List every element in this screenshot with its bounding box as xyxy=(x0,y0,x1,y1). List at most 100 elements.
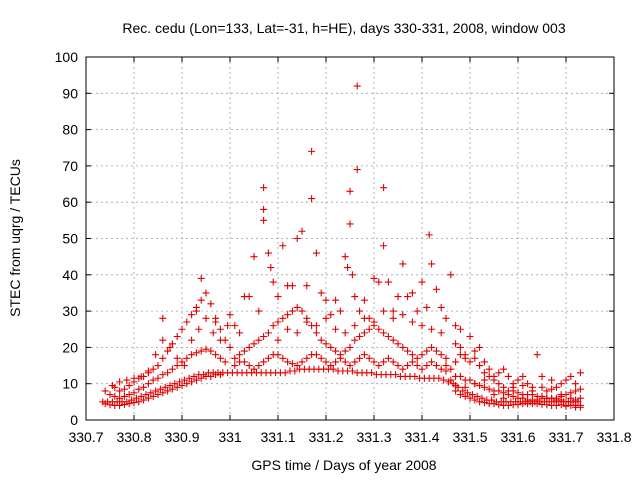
y-tick-label: 50 xyxy=(62,231,78,247)
data-point xyxy=(327,311,335,319)
data-point xyxy=(408,318,416,326)
data-point xyxy=(341,329,349,337)
data-point xyxy=(375,278,383,286)
data-point xyxy=(240,347,248,355)
data-point xyxy=(490,372,498,380)
data-point xyxy=(195,325,203,333)
data-point xyxy=(380,307,388,315)
data-point xyxy=(519,372,527,380)
data-point xyxy=(173,383,181,391)
data-point xyxy=(442,362,450,370)
y-tick-label: 60 xyxy=(62,194,78,210)
data-point xyxy=(425,231,433,239)
data-point xyxy=(356,333,364,341)
data-points xyxy=(99,82,584,411)
data-point xyxy=(418,278,426,286)
data-point xyxy=(538,372,546,380)
data-point xyxy=(380,358,388,366)
data-point xyxy=(226,343,234,351)
data-point xyxy=(312,329,320,337)
data-point xyxy=(456,325,464,333)
data-point xyxy=(284,358,292,366)
data-point xyxy=(346,362,354,370)
data-point xyxy=(341,347,349,355)
data-point xyxy=(291,367,299,375)
data-point xyxy=(389,307,397,315)
x-tick-label: 331.5 xyxy=(452,429,487,445)
data-point xyxy=(116,394,124,402)
data-point xyxy=(490,391,498,399)
data-point xyxy=(106,391,114,399)
data-point xyxy=(156,385,164,393)
data-point xyxy=(504,401,512,409)
data-point xyxy=(192,376,200,384)
data-point xyxy=(408,351,416,359)
data-point xyxy=(322,314,330,322)
data-point xyxy=(140,396,148,404)
data-point xyxy=(149,376,157,384)
data-point xyxy=(504,391,512,399)
data-point xyxy=(461,383,469,391)
data-point xyxy=(327,343,335,351)
data-point xyxy=(399,311,407,319)
data-point xyxy=(130,389,138,397)
data-point xyxy=(476,343,484,351)
data-point xyxy=(303,282,311,290)
data-point xyxy=(332,296,340,304)
data-point xyxy=(144,367,152,375)
data-point xyxy=(452,322,460,330)
data-point xyxy=(353,166,361,174)
data-point xyxy=(111,392,119,400)
data-point xyxy=(468,391,476,399)
data-point xyxy=(557,380,565,388)
data-point xyxy=(346,220,354,228)
data-point xyxy=(428,260,436,268)
data-point xyxy=(260,216,268,224)
data-point xyxy=(116,378,124,386)
y-tick-label: 90 xyxy=(62,85,78,101)
data-point xyxy=(267,264,275,272)
data-point xyxy=(188,311,196,319)
data-point xyxy=(514,376,522,384)
data-point xyxy=(154,391,162,399)
data-point xyxy=(132,394,140,402)
data-point xyxy=(147,389,155,397)
data-point xyxy=(188,351,196,359)
data-point xyxy=(202,289,210,297)
data-point xyxy=(380,184,388,192)
y-tick-label: 100 xyxy=(55,49,79,65)
data-point xyxy=(274,336,282,344)
data-point xyxy=(176,378,184,386)
data-point xyxy=(413,354,421,362)
data-point xyxy=(543,387,551,395)
x-tick-label: 330.8 xyxy=(116,429,151,445)
data-point xyxy=(576,369,584,377)
data-point xyxy=(135,398,143,406)
x-tick-label: 331.7 xyxy=(548,429,583,445)
data-point xyxy=(341,358,349,366)
data-point xyxy=(432,347,440,355)
data-point xyxy=(447,271,455,279)
y-tick-label: 40 xyxy=(62,267,78,283)
data-point xyxy=(312,351,320,359)
data-point xyxy=(452,340,460,348)
data-point xyxy=(509,383,517,391)
data-point xyxy=(216,354,224,362)
data-point xyxy=(476,398,484,406)
data-point xyxy=(284,325,292,333)
data-point xyxy=(312,249,320,257)
data-point xyxy=(344,264,352,272)
data-point xyxy=(142,391,150,399)
data-point xyxy=(216,371,224,379)
data-point xyxy=(519,382,527,390)
data-point xyxy=(288,282,296,290)
data-point xyxy=(173,333,181,341)
data-point xyxy=(183,354,191,362)
y-tick-label: 80 xyxy=(62,122,78,138)
data-point xyxy=(180,362,188,370)
data-point xyxy=(504,372,512,380)
data-point xyxy=(346,343,354,351)
data-point xyxy=(255,362,263,370)
data-point xyxy=(461,351,469,359)
data-point xyxy=(149,392,157,400)
